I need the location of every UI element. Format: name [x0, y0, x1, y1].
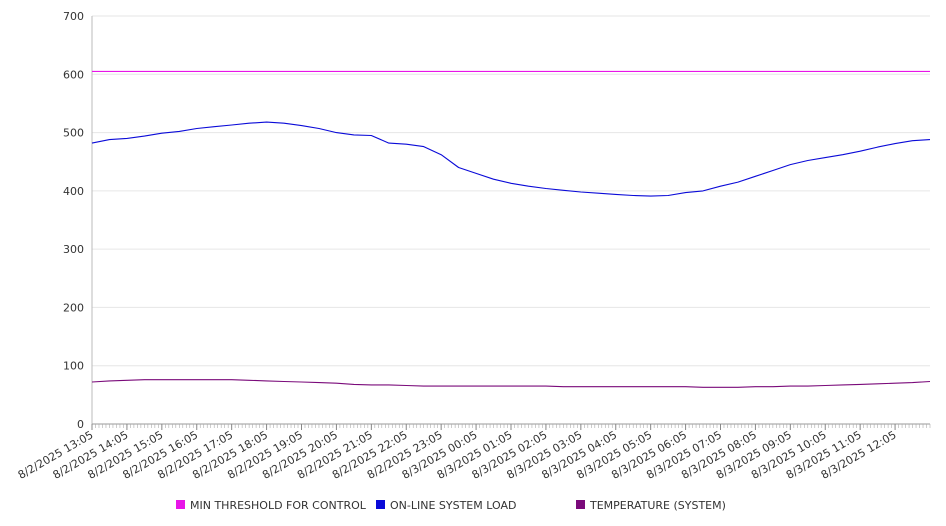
- y-tick-label: 100: [63, 360, 84, 373]
- legend: MIN THRESHOLD FOR CONTROL ON-LINE SYSTEM …: [176, 499, 726, 512]
- gridlines: [92, 15, 930, 367]
- legend-label: TEMPERATURE (SYSTEM): [589, 499, 726, 512]
- y-tick-label: 500: [63, 127, 84, 140]
- legend-item: ON-LINE SYSTEM LOAD: [376, 499, 516, 512]
- y-tick-label: 300: [63, 243, 84, 256]
- axes: [91, 16, 931, 430]
- y-tick-label: 700: [63, 10, 84, 23]
- legend-swatch: [576, 500, 585, 509]
- y-tick-label: 0: [77, 418, 84, 431]
- series-line-on-line-system-load: [91, 121, 931, 197]
- y-tick-label: 600: [63, 68, 84, 81]
- legend-swatch: [176, 500, 185, 509]
- y-axis-tick-labels: 0 100 200 300 400 500 600 700: [63, 10, 84, 431]
- legend-item: MIN THRESHOLD FOR CONTROL: [176, 499, 367, 512]
- series-lines: [91, 70, 931, 388]
- legend-label: MIN THRESHOLD FOR CONTROL: [190, 499, 367, 512]
- y-tick-label: 200: [63, 301, 84, 314]
- x-axis-tick-labels: 8/2/2025 13:058/2/2025 14:058/2/2025 15:…: [16, 428, 899, 482]
- legend-swatch: [376, 500, 385, 509]
- legend-item: TEMPERATURE (SYSTEM): [576, 499, 726, 512]
- series-line-temperature-system: [91, 379, 931, 388]
- y-tick-label: 400: [63, 185, 84, 198]
- legend-label: ON-LINE SYSTEM LOAD: [390, 499, 516, 512]
